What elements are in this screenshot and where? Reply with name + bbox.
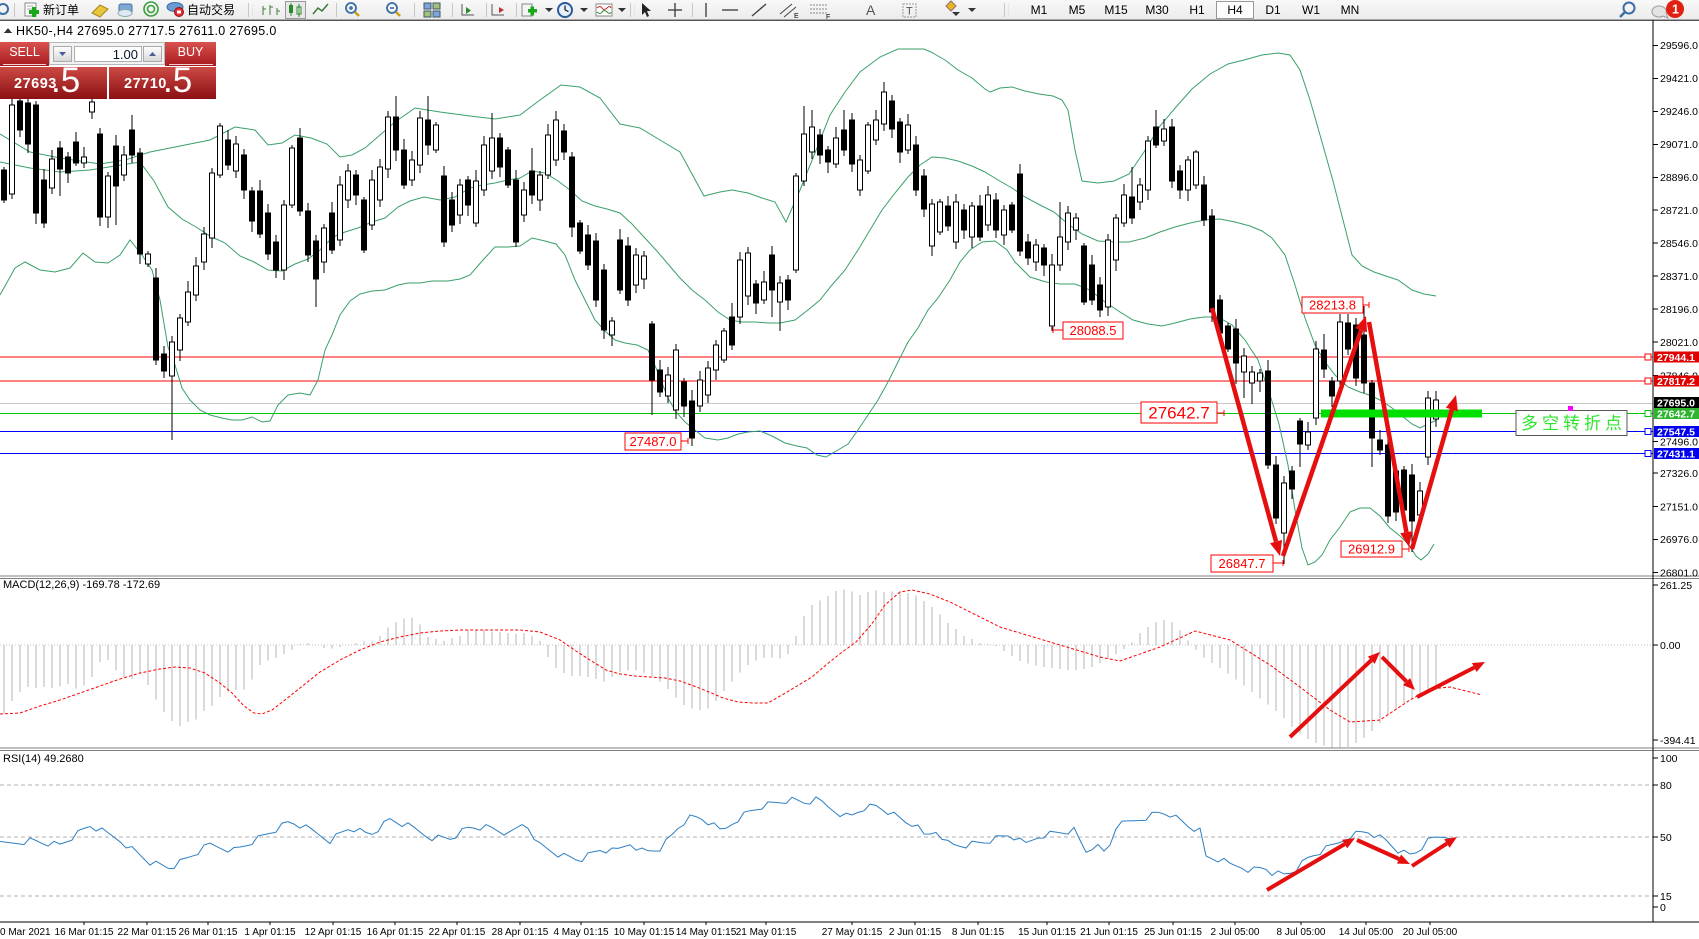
svg-text:28196.0: 28196.0: [1660, 304, 1698, 316]
svg-text:16 Mar 01:15: 16 Mar 01:15: [55, 927, 114, 938]
svg-text:0: 0: [1660, 902, 1666, 914]
svg-text:15 Jun 01:15: 15 Jun 01:15: [1018, 927, 1076, 938]
svg-text:20 Jul 05:00: 20 Jul 05:00: [1403, 927, 1458, 938]
svg-text:4 May 01:15: 4 May 01:15: [553, 927, 608, 938]
svg-text:26976.0: 26976.0: [1660, 534, 1698, 546]
svg-text:27642.7: 27642.7: [1657, 408, 1695, 420]
svg-text:10 May 01:15: 10 May 01:15: [614, 927, 675, 938]
svg-text:27944.1: 27944.1: [1657, 352, 1695, 364]
svg-text:29246.0: 29246.0: [1660, 106, 1698, 118]
svg-text:8 Jun 01:15: 8 Jun 01:15: [952, 927, 1005, 938]
svg-text:-394.41: -394.41: [1660, 735, 1696, 747]
svg-text:12 Apr 01:15: 12 Apr 01:15: [305, 927, 362, 938]
svg-text:50: 50: [1660, 832, 1672, 844]
svg-text:29421.0: 29421.0: [1660, 73, 1698, 85]
svg-text:28021.0: 28021.0: [1660, 337, 1698, 349]
svg-text:27695.0: 27695.0: [1657, 397, 1695, 409]
svg-text:21 May 01:15: 21 May 01:15: [736, 927, 797, 938]
svg-text:29596.0: 29596.0: [1660, 40, 1698, 52]
svg-text:26847.7: 26847.7: [1219, 556, 1266, 571]
svg-text:22 Mar 01:15: 22 Mar 01:15: [118, 927, 177, 938]
svg-text:28213.8: 28213.8: [1309, 298, 1356, 313]
svg-text:F: F: [826, 14, 830, 20]
svg-text:1 Apr 01:15: 1 Apr 01:15: [244, 927, 296, 938]
svg-text:28088.5: 28088.5: [1070, 323, 1117, 338]
svg-text:0.00: 0.00: [1660, 640, 1681, 652]
svg-text:27817.2: 27817.2: [1657, 376, 1695, 388]
svg-text:T: T: [906, 6, 913, 18]
svg-text:RSI(14) 49.2680: RSI(14) 49.2680: [3, 753, 84, 765]
svg-text:27431.1: 27431.1: [1657, 448, 1695, 460]
svg-text:27151.0: 27151.0: [1660, 501, 1698, 513]
svg-text:28546.0: 28546.0: [1660, 238, 1698, 250]
svg-text:27547.5: 27547.5: [1657, 426, 1695, 438]
svg-text:A: A: [866, 2, 876, 18]
svg-text:8 Jul 05:00: 8 Jul 05:00: [1277, 927, 1326, 938]
svg-text:E: E: [794, 13, 799, 20]
svg-text:27496.0: 27496.0: [1660, 436, 1698, 448]
svg-text:28371.0: 28371.0: [1660, 271, 1698, 283]
svg-text:27487.0: 27487.0: [630, 434, 677, 449]
svg-text:HK50-,H4 27695.0 27717.5 2761: HK50-,H4 27695.0 27717.5 27611.0 27695.0: [16, 24, 277, 38]
svg-text:新订单: 新订单: [43, 2, 79, 17]
svg-text:26801.0: 26801.0: [1660, 567, 1698, 579]
svg-text:MACD(12,26,9) -169.78 -172.69: MACD(12,26,9) -169.78 -172.69: [3, 579, 160, 591]
svg-text:25 Jun 01:15: 25 Jun 01:15: [1144, 927, 1202, 938]
svg-text:多空转折点: 多空转折点: [1521, 414, 1622, 433]
svg-text:1: 1: [1672, 3, 1679, 17]
svg-text:14 May 01:15: 14 May 01:15: [676, 927, 737, 938]
svg-text:27326.0: 27326.0: [1660, 468, 1698, 480]
svg-text:14 Jul 05:00: 14 Jul 05:00: [1339, 927, 1394, 938]
svg-text:27 May 01:15: 27 May 01:15: [822, 927, 883, 938]
svg-text:26912.9: 26912.9: [1348, 542, 1395, 557]
svg-text:261.25: 261.25: [1660, 580, 1692, 592]
svg-text:100: 100: [1660, 753, 1678, 765]
svg-text:21 Jun 01:15: 21 Jun 01:15: [1080, 927, 1138, 938]
svg-text:0 Mar 2021: 0 Mar 2021: [0, 927, 51, 938]
svg-text:27642.7: 27642.7: [1148, 404, 1209, 423]
svg-text:26 Mar 01:15: 26 Mar 01:15: [179, 927, 238, 938]
svg-text:2 Jul 05:00: 2 Jul 05:00: [1211, 927, 1260, 938]
svg-text:28 Apr 01:15: 28 Apr 01:15: [492, 927, 549, 938]
svg-text:16 Apr 01:15: 16 Apr 01:15: [367, 927, 424, 938]
svg-text:2 Jun 01:15: 2 Jun 01:15: [889, 927, 942, 938]
svg-text:28721.0: 28721.0: [1660, 205, 1698, 217]
svg-text:自动交易: 自动交易: [187, 2, 235, 17]
svg-text:15: 15: [1660, 891, 1672, 903]
svg-text:29071.0: 29071.0: [1660, 139, 1698, 151]
svg-text:22 Apr 01:15: 22 Apr 01:15: [429, 927, 486, 938]
svg-text:28896.0: 28896.0: [1660, 172, 1698, 184]
svg-text:80: 80: [1660, 780, 1672, 792]
